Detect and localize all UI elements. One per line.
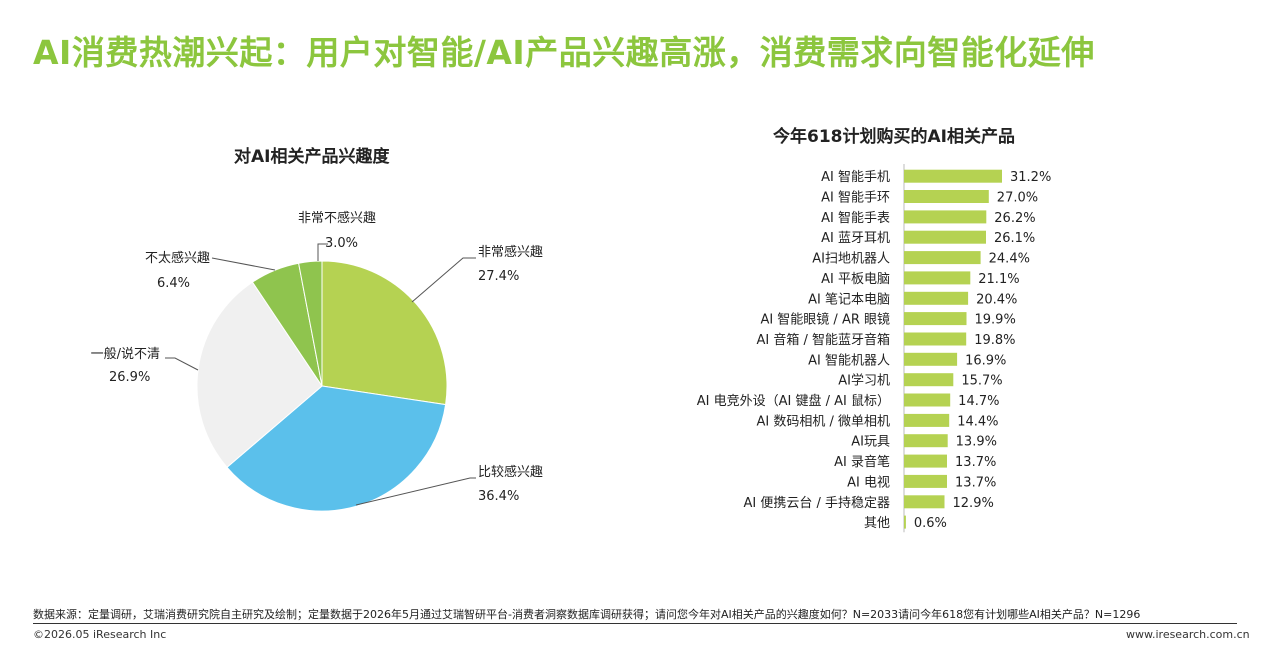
data-label: 31.2% xyxy=(1010,170,1051,185)
data-label: 20.4% xyxy=(976,292,1017,307)
category-label: AI 便携云台 / 手持稳定器 xyxy=(743,495,890,511)
category-label: AI学习机 xyxy=(838,373,890,389)
leader-line xyxy=(211,257,276,271)
pie-slice xyxy=(196,281,323,469)
leader-line xyxy=(317,243,328,261)
category-label: AI 笔记本电脑 xyxy=(808,291,890,307)
bar xyxy=(904,434,948,448)
data-label: 21.1% xyxy=(978,272,1019,287)
bar xyxy=(904,495,945,509)
data-label: 24.4% xyxy=(989,252,1030,267)
data-label: 14.4% xyxy=(957,414,998,429)
category-label: AI 蓝牙耳机 xyxy=(821,231,890,246)
slice-value: 3.0% xyxy=(325,236,358,251)
bar xyxy=(904,190,989,203)
category-label: AI 平板电脑 xyxy=(821,272,890,287)
slice-label: 非常感兴趣 xyxy=(478,244,543,260)
bar xyxy=(904,230,986,244)
slice-value: 26.9% xyxy=(109,370,150,385)
bar xyxy=(904,352,958,366)
data-label: 14.7% xyxy=(958,394,999,409)
leader-line xyxy=(355,477,476,506)
website-link[interactable]: www.iresearch.com.cn xyxy=(1126,628,1250,641)
slice-value: 27.4% xyxy=(478,269,519,284)
category-label: AI 智能手机 xyxy=(821,170,890,185)
bar xyxy=(904,515,906,529)
category-label: 其他 xyxy=(864,516,890,531)
data-label: 13.9% xyxy=(956,435,997,450)
bar xyxy=(904,210,987,224)
page-title: AI消费热潮兴起：用户对智能/AI产品兴趣高涨，消费需求向智能化延伸 xyxy=(33,33,1095,72)
bar xyxy=(904,312,967,326)
data-label: 16.9% xyxy=(965,353,1006,368)
bar xyxy=(904,169,1002,183)
category-label: AI扫地机器人 xyxy=(812,252,890,267)
category-label: AI 音箱 / 智能蓝牙音箱 xyxy=(756,332,890,348)
slice-label: 非常不感兴趣 xyxy=(298,210,376,226)
pie-chart-title: 对AI相关产品兴趣度 xyxy=(234,147,390,167)
bar xyxy=(904,393,951,407)
slice-value: 6.4% xyxy=(157,276,190,291)
category-label: AI 数码相机 / 微单相机 xyxy=(756,414,890,429)
data-label: 19.9% xyxy=(975,313,1016,328)
slice-label: 一般/说不清 xyxy=(91,346,160,362)
category-label: AI玩具 xyxy=(851,435,890,450)
data-source-note: 数据来源：定量调研，艾瑞消费研究院自主研究及绘制；定量数据于2026年5月通过艾… xyxy=(33,608,1141,621)
leader-line xyxy=(165,357,199,371)
data-label: 13.7% xyxy=(955,455,996,470)
category-label: AI 智能手表 xyxy=(821,211,890,226)
pie-slice xyxy=(321,260,448,406)
bar xyxy=(904,373,954,387)
bar xyxy=(904,413,950,427)
bar-chart-title: 今年618计划购买的AI相关产品 xyxy=(773,127,1015,147)
category-label: AI 电视 xyxy=(847,475,890,490)
data-label: 27.0% xyxy=(997,191,1038,206)
slice-value: 36.4% xyxy=(478,489,519,504)
category-label: AI 电竞外设（AI 键盘 / AI 鼠标） xyxy=(697,393,890,409)
footer-divider xyxy=(33,623,1237,624)
slice-label: 比较感兴趣 xyxy=(478,464,543,480)
copyright: ©2026.05 iResearch Inc xyxy=(33,628,167,641)
category-label: AI 智能机器人 xyxy=(808,353,890,368)
data-label: 26.2% xyxy=(994,211,1035,226)
data-label: 0.6% xyxy=(914,516,947,531)
category-label: AI 智能手环 xyxy=(821,191,890,206)
slice-label: 不太感兴趣 xyxy=(145,250,210,266)
data-label: 13.7% xyxy=(955,475,996,490)
data-label: 19.8% xyxy=(974,333,1015,348)
category-label: AI 智能眼镜 / AR 眼镜 xyxy=(760,313,890,328)
data-label: 12.9% xyxy=(953,496,994,511)
bar xyxy=(904,332,967,346)
bar xyxy=(904,474,947,488)
data-label: 15.7% xyxy=(961,374,1002,389)
pie-slice xyxy=(298,260,323,387)
pie-slice xyxy=(226,385,447,512)
bar xyxy=(904,291,969,305)
data-label: 26.1% xyxy=(994,231,1035,246)
bar xyxy=(904,251,981,265)
bar xyxy=(904,271,971,285)
bar xyxy=(904,454,947,468)
leader-line xyxy=(411,257,476,303)
category-label: AI 录音笔 xyxy=(834,454,890,470)
